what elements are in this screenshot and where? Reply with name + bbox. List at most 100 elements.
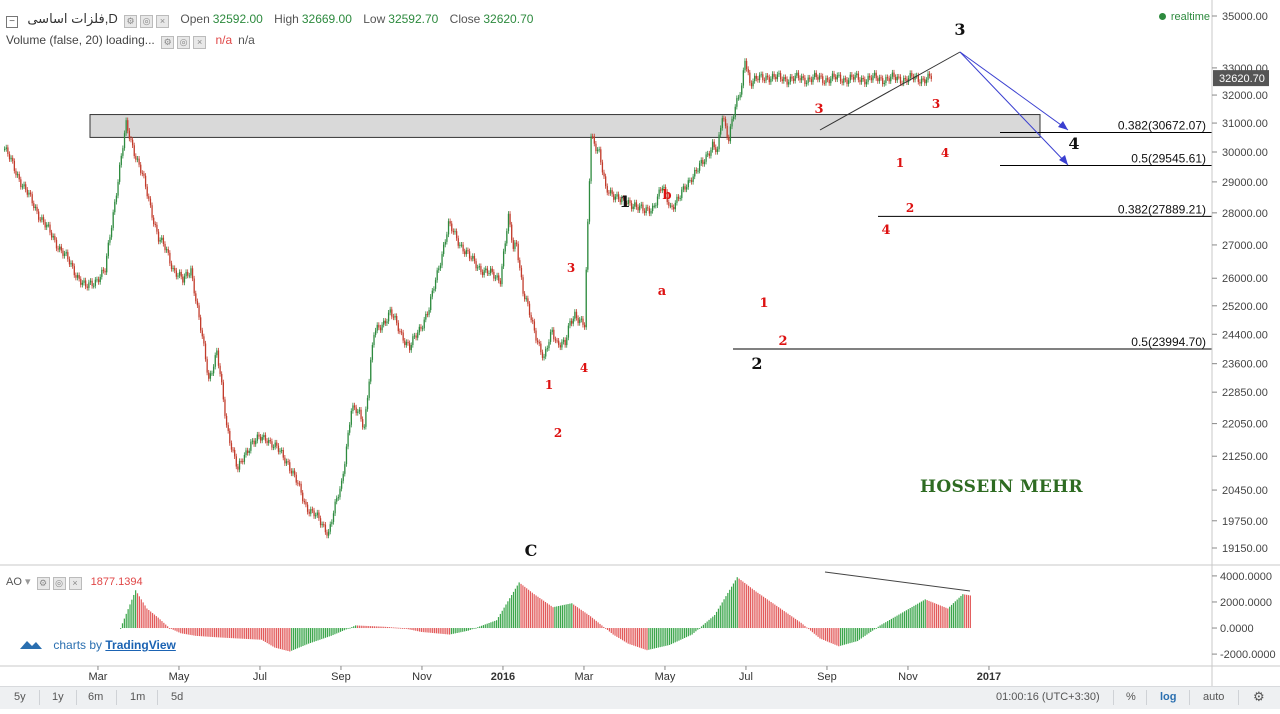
- candle: [452, 231, 455, 233]
- price-chart[interactable]: 0.382(30672.07) 0.5(29545.61) 0.382(27889.…: [0, 0, 1280, 686]
- range-5y[interactable]: 5y: [14, 691, 26, 703]
- ao-bar: [793, 617, 795, 629]
- ao-bar: [751, 588, 753, 629]
- candle: [78, 275, 80, 279]
- tradingview-branding[interactable]: charts by TradingView: [18, 637, 176, 652]
- candle: [859, 79, 861, 83]
- ao-bar: [695, 628, 697, 632]
- candle: [379, 327, 382, 331]
- volume-settings-icon[interactable]: ⚙: [161, 36, 175, 49]
- candle: [146, 186, 148, 197]
- ao-bar: [834, 628, 836, 645]
- candle: [666, 191, 668, 203]
- ao-bar: [706, 621, 708, 629]
- collapse-icon[interactable]: −: [6, 16, 18, 28]
- ao-bar: [815, 628, 817, 636]
- candle: [237, 466, 239, 470]
- candle: [473, 255, 476, 262]
- ao-bar: [309, 628, 312, 644]
- candle: [622, 197, 625, 199]
- close-icon[interactable]: ×: [156, 15, 170, 28]
- candle: [191, 268, 194, 279]
- candle: [250, 441, 252, 451]
- ao-bar: [819, 628, 821, 639]
- gear-icon[interactable]: ⚙: [1253, 689, 1265, 704]
- candle: [543, 356, 545, 358]
- ao-bar: [796, 620, 798, 629]
- candle: [486, 268, 489, 274]
- ao-bar: [364, 625, 366, 629]
- candle: [869, 75, 871, 78]
- candle: [182, 276, 184, 283]
- candle: [533, 321, 536, 331]
- ao-bar: [731, 586, 733, 629]
- symbol-name[interactable]: فلزات اساسی,D: [27, 11, 118, 26]
- ao-label[interactable]: AO: [6, 576, 22, 588]
- log-toggle[interactable]: log: [1160, 691, 1177, 703]
- candle: [681, 189, 683, 199]
- candle: [212, 366, 215, 374]
- candle: [922, 78, 924, 80]
- candle: [315, 515, 317, 517]
- candle: [673, 207, 675, 210]
- candle: [886, 77, 889, 79]
- candle: [794, 75, 796, 81]
- price-tick-label: 20450.00: [1222, 485, 1268, 497]
- ao-close-icon[interactable]: ×: [68, 577, 82, 590]
- ao-bar: [405, 628, 407, 629]
- projection-arrow: [959, 51, 1069, 166]
- price-tick-label: 32000.00: [1222, 90, 1268, 102]
- candle: [823, 82, 826, 84]
- ao-bar: [356, 625, 359, 629]
- candle: [347, 432, 349, 447]
- candle: [368, 381, 370, 398]
- time-tick-label: Jul: [739, 671, 753, 683]
- ao-settings-icon[interactable]: ⚙: [36, 577, 50, 590]
- format-icon[interactable]: ◎: [140, 15, 154, 28]
- volume-close-icon[interactable]: ×: [193, 36, 207, 49]
- candle: [290, 470, 293, 474]
- candle: [779, 73, 782, 80]
- candle: [15, 170, 17, 176]
- candle: [877, 78, 879, 82]
- ao-bar: [379, 626, 381, 629]
- ao-bar: [956, 599, 958, 629]
- low-value: 32592.70: [388, 12, 439, 26]
- ao-bar: [873, 628, 876, 630]
- ao-bar: [919, 602, 921, 629]
- candle: [99, 276, 101, 283]
- candle: [611, 190, 613, 195]
- candle: [888, 78, 890, 82]
- ao-bar: [347, 628, 349, 629]
- ao-bar: [214, 628, 216, 638]
- candle: [120, 155, 122, 165]
- ao-bar: [221, 628, 223, 638]
- ao-tick-label: 2000.0000: [1220, 597, 1272, 609]
- branding-name[interactable]: TradingView: [105, 638, 176, 652]
- range-1y[interactable]: 1y: [52, 691, 64, 703]
- candle: [96, 279, 98, 281]
- volume-format-icon[interactable]: ◎: [177, 36, 191, 49]
- ao-bar: [409, 628, 411, 630]
- candle: [499, 280, 502, 285]
- ao-bar: [480, 625, 483, 629]
- range-1m[interactable]: 1m: [130, 691, 146, 703]
- candle: [590, 136, 592, 182]
- time-tick-label: Mar: [574, 671, 593, 683]
- candle: [97, 279, 100, 283]
- ao-format-icon[interactable]: ◎: [52, 577, 66, 590]
- auto-toggle[interactable]: auto: [1203, 691, 1225, 703]
- time-tick-label: Nov: [898, 671, 918, 683]
- settings-icon[interactable]: ⚙: [124, 15, 138, 28]
- range-6m[interactable]: 6m: [88, 691, 104, 703]
- percent-toggle[interactable]: %: [1126, 691, 1136, 703]
- range-5d[interactable]: 5d: [171, 691, 184, 703]
- candle: [20, 179, 22, 188]
- candle: [801, 76, 803, 81]
- candle: [464, 251, 466, 255]
- ao-dropdown-icon[interactable]: ▾: [24, 576, 31, 588]
- volume-label[interactable]: Volume (false, 20) loading...: [6, 33, 155, 47]
- wave-label: 3: [954, 20, 965, 39]
- candle: [862, 77, 864, 80]
- branding-prefix: charts by: [53, 638, 103, 652]
